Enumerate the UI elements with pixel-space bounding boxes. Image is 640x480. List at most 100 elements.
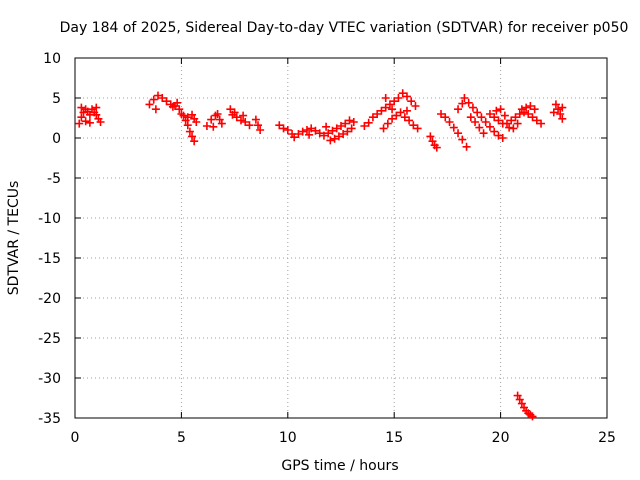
data-point — [390, 97, 399, 106]
data-point — [517, 105, 526, 114]
data-point — [230, 108, 239, 117]
data-point — [332, 124, 341, 133]
data-point — [311, 126, 320, 135]
data-point — [324, 129, 333, 138]
data-point — [145, 100, 154, 109]
data-point — [168, 102, 177, 111]
data-point — [494, 116, 503, 125]
data-point — [388, 114, 397, 123]
data-point — [558, 103, 567, 112]
data-point — [96, 118, 105, 126]
data-point — [190, 137, 199, 146]
data-point — [153, 91, 162, 100]
data-point — [485, 110, 494, 118]
data-point — [494, 131, 503, 140]
data-points — [75, 89, 567, 421]
data-point — [302, 126, 311, 134]
data-point — [192, 118, 201, 126]
data-point — [524, 110, 533, 118]
data-point — [307, 124, 316, 133]
data-point — [373, 110, 382, 118]
data-point — [283, 126, 292, 134]
data-point — [445, 118, 454, 126]
data-point — [479, 129, 488, 138]
data-point — [328, 126, 337, 135]
data-point — [537, 119, 546, 128]
data-point — [334, 132, 343, 141]
data-point — [511, 113, 520, 122]
data-point — [405, 116, 414, 125]
data-point — [528, 412, 537, 421]
data-point — [256, 126, 265, 134]
data-point — [475, 123, 484, 132]
data-point — [179, 111, 188, 120]
data-point — [388, 105, 397, 114]
data-point — [77, 113, 86, 122]
data-point — [402, 92, 411, 101]
data-point — [162, 97, 171, 106]
data-point — [398, 89, 407, 98]
data-point — [498, 134, 507, 142]
x-tick-label: 15 — [385, 430, 403, 446]
data-point — [232, 113, 241, 122]
data-point — [322, 122, 331, 131]
data-point — [217, 119, 226, 128]
x-tick-label: 20 — [492, 430, 510, 446]
data-point — [449, 123, 458, 132]
data-point — [377, 106, 386, 115]
data-point — [471, 118, 480, 126]
data-point — [175, 105, 184, 114]
data-point — [437, 110, 446, 118]
data-point — [326, 136, 335, 145]
y-axis-label: SDTVAR / TECUs — [6, 181, 22, 296]
data-point — [360, 122, 369, 130]
data-point — [151, 105, 160, 114]
data-point — [209, 122, 218, 131]
data-point — [468, 103, 477, 112]
data-point — [279, 124, 288, 133]
data-point — [492, 106, 501, 115]
data-point — [347, 124, 356, 133]
data-point — [188, 132, 197, 141]
data-point — [407, 97, 416, 106]
data-point — [77, 103, 86, 112]
data-point — [532, 116, 541, 125]
data-point — [337, 122, 345, 130]
chart-title: Day 184 of 2025, Sidereal Day-to-day VTE… — [60, 20, 629, 36]
data-point — [551, 100, 560, 109]
data-point — [239, 111, 248, 120]
data-point — [158, 94, 167, 102]
data-point — [426, 132, 435, 141]
data-point — [381, 103, 390, 112]
data-point — [485, 122, 494, 131]
data-point — [392, 111, 401, 120]
data-point — [349, 118, 358, 126]
data-point — [330, 134, 339, 143]
y-tick-label: 10 — [43, 51, 61, 67]
data-point — [490, 127, 499, 136]
data-point — [341, 119, 350, 128]
data-point — [319, 131, 328, 140]
y-tick-label: 5 — [52, 91, 61, 107]
data-point — [290, 133, 299, 142]
data-point — [294, 130, 303, 138]
data-point — [254, 121, 263, 130]
data-point — [364, 118, 373, 127]
data-point — [522, 103, 531, 112]
data-point — [207, 115, 216, 124]
data-point — [462, 142, 471, 151]
data-point — [183, 113, 192, 122]
data-point — [556, 110, 565, 118]
data-point — [383, 119, 392, 128]
data-point — [343, 127, 352, 136]
data-point — [528, 113, 537, 122]
data-point — [509, 124, 518, 133]
y-tick-label: 0 — [52, 131, 61, 147]
data-point — [241, 118, 250, 126]
data-point — [513, 119, 522, 128]
data-point — [185, 127, 194, 136]
data-point — [411, 102, 420, 110]
data-point — [245, 121, 254, 130]
y-tick-label: -20 — [38, 291, 61, 307]
